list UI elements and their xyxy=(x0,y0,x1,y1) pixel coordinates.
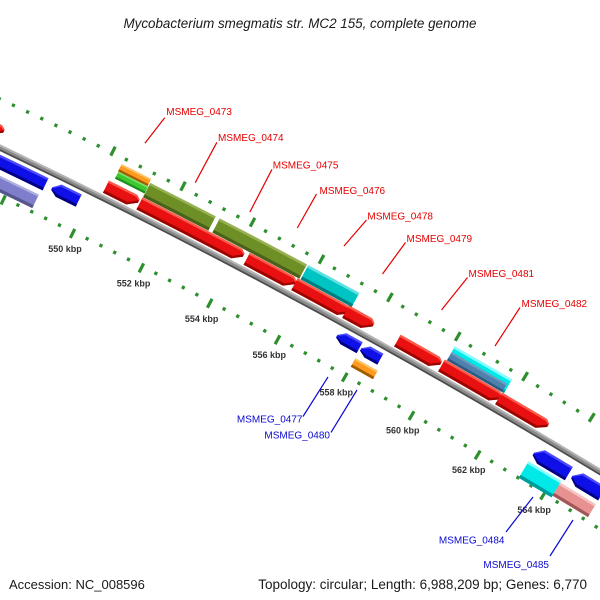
svg-text:562 kbp: 562 kbp xyxy=(452,465,486,475)
svg-text:MSMEG_0473: MSMEG_0473 xyxy=(166,107,232,118)
svg-text:MSMEG_0479: MSMEG_0479 xyxy=(407,234,473,245)
svg-text:MSMEG_0482: MSMEG_0482 xyxy=(522,299,588,310)
svg-text:552 kbp: 552 kbp xyxy=(117,278,151,288)
svg-text:564 kbp: 564 kbp xyxy=(517,505,551,515)
svg-text:MSMEG_0476: MSMEG_0476 xyxy=(320,186,386,197)
svg-text:MSMEG_0475: MSMEG_0475 xyxy=(273,161,339,172)
svg-text:MSMEG_0478: MSMEG_0478 xyxy=(367,212,433,223)
svg-text:554 kbp: 554 kbp xyxy=(185,314,219,324)
svg-text:MSMEG_0477: MSMEG_0477 xyxy=(237,415,303,426)
svg-text:550 kbp: 550 kbp xyxy=(48,244,82,254)
svg-text:MSMEG_0484: MSMEG_0484 xyxy=(439,536,505,547)
svg-text:560 kbp: 560 kbp xyxy=(386,426,420,436)
svg-text:MSMEG_0480: MSMEG_0480 xyxy=(264,431,330,442)
svg-text:MSMEG_0474: MSMEG_0474 xyxy=(218,133,284,144)
svg-text:MSMEG_0481: MSMEG_0481 xyxy=(469,269,535,280)
svg-text:558 kbp: 558 kbp xyxy=(320,387,354,397)
svg-text:556 kbp: 556 kbp xyxy=(252,350,286,360)
svg-text:MSMEG_0485: MSMEG_0485 xyxy=(483,560,549,571)
